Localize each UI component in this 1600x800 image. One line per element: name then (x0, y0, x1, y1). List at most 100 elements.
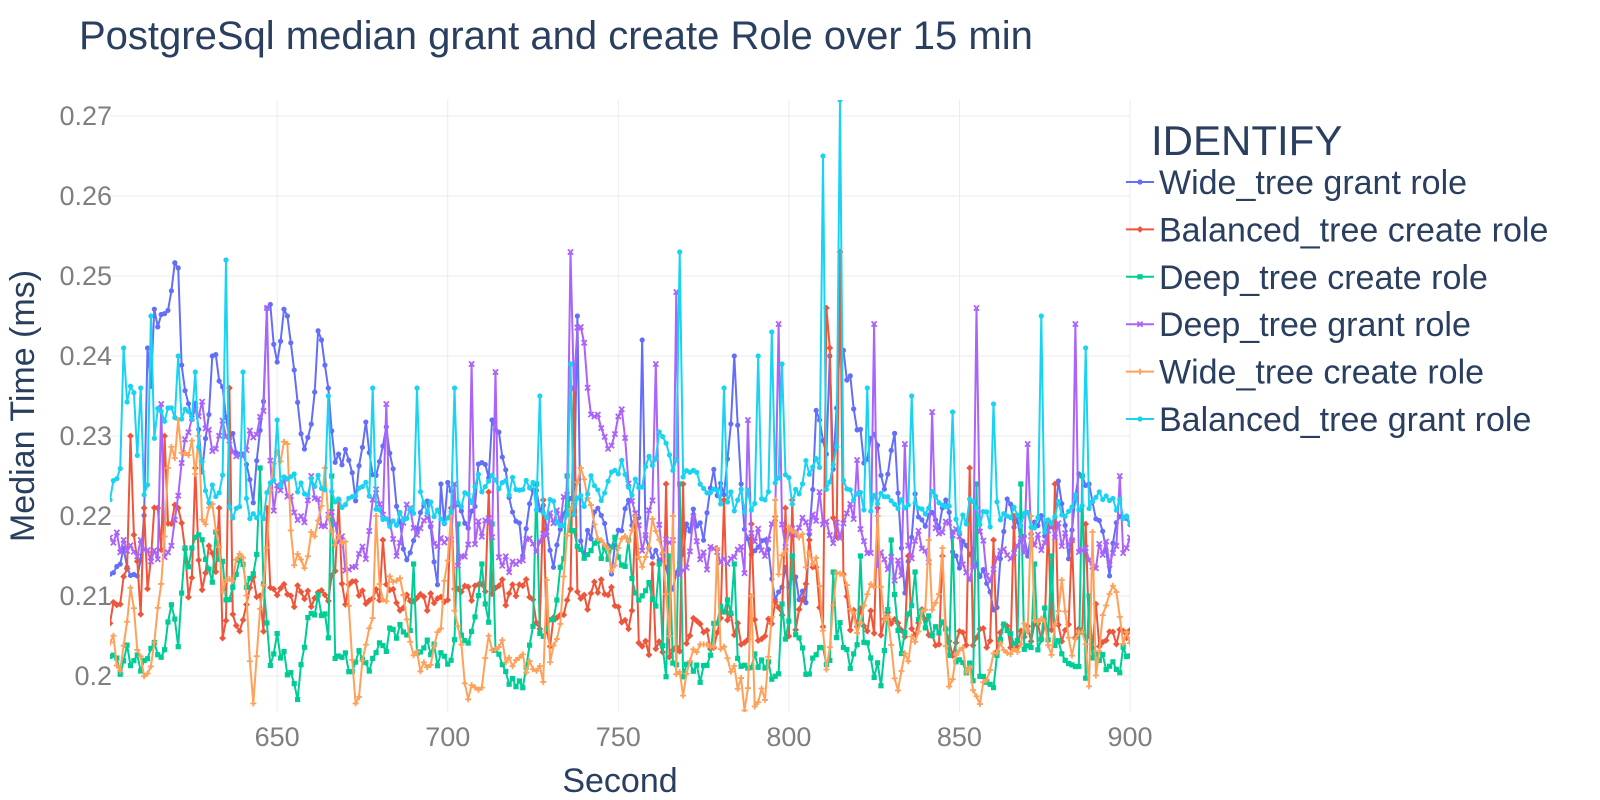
data-point (359, 484, 366, 490)
data-point (932, 624, 939, 630)
data-point (670, 660, 676, 666)
data-point (772, 480, 778, 486)
legend-items[interactable]: Wide_tree grant role Balanced_tree create… (1126, 164, 1548, 439)
data-point (578, 492, 584, 499)
data-point (895, 687, 902, 694)
data-point (131, 390, 137, 396)
data-point (537, 393, 543, 399)
data-point (686, 632, 694, 640)
data-point (1100, 496, 1106, 503)
legend-title: IDENTIFY (1151, 117, 1342, 164)
data-point (154, 504, 162, 512)
data-point (1038, 636, 1044, 642)
data-point (403, 591, 411, 599)
data-point (673, 457, 679, 463)
data-point (1076, 663, 1082, 670)
data-point (188, 437, 195, 444)
legend-item[interactable]: Wide_tree create role (1126, 354, 1484, 392)
data-point (1079, 629, 1086, 636)
data-point (127, 663, 134, 669)
data-point (181, 436, 189, 443)
data-point (321, 523, 329, 530)
data-point (355, 550, 363, 558)
data-point (853, 456, 861, 464)
data-point (123, 565, 131, 573)
data-point (353, 498, 359, 504)
data-point (922, 523, 928, 529)
data-point (124, 618, 131, 625)
data-point (829, 540, 837, 547)
data-point (601, 433, 608, 441)
data-point (553, 636, 560, 643)
data-point (1010, 549, 1018, 557)
data-point (1017, 641, 1024, 648)
data-point (973, 304, 980, 312)
data-point (591, 521, 598, 528)
data-point (123, 547, 131, 554)
legend-item[interactable]: Deep_tree grant role (1126, 306, 1471, 344)
data-point (423, 607, 431, 614)
data-point (233, 571, 239, 577)
data-point (683, 670, 690, 677)
data-point (833, 519, 840, 526)
data-point (769, 676, 775, 682)
data-point (488, 533, 496, 541)
data-point (564, 532, 571, 539)
data-point (1106, 590, 1113, 597)
legend-item[interactable]: Balanced_tree grant role (1126, 401, 1531, 439)
data-point (642, 553, 649, 560)
data-point (308, 476, 314, 482)
data-point (629, 575, 635, 582)
data-point (908, 555, 915, 562)
data-point (1089, 498, 1096, 504)
legend-item[interactable]: Deep_tree create role (1126, 259, 1488, 297)
data-point (1001, 621, 1007, 627)
data-point (516, 678, 522, 684)
data-point (431, 559, 437, 565)
data-point (646, 453, 652, 459)
data-point (768, 613, 775, 620)
data-point (915, 616, 922, 623)
data-point (287, 592, 295, 600)
data-point (584, 384, 591, 391)
data-point (718, 501, 724, 507)
data-point (465, 640, 471, 646)
data-point (445, 661, 451, 667)
data-point (860, 602, 867, 609)
data-point (407, 550, 413, 556)
data-point (413, 531, 421, 539)
data-point (557, 564, 563, 570)
data-point (352, 578, 360, 585)
data-point (660, 433, 666, 440)
data-point (1085, 557, 1093, 564)
data-point (731, 553, 738, 561)
legend-swatch-marker (1136, 320, 1144, 328)
data-point (622, 506, 628, 512)
data-point (519, 557, 527, 564)
legend[interactable]: IDENTIFY Wide_tree grant role Balanced_tr… (1126, 117, 1548, 439)
data-point (696, 620, 704, 628)
data-point (390, 578, 397, 585)
data-point (1021, 646, 1027, 652)
data-point (397, 622, 403, 628)
data-point (574, 313, 580, 319)
legend-label: Balanced_tree create role (1159, 211, 1548, 249)
legend-item[interactable]: Wide_tree grant role (1126, 164, 1467, 202)
data-point (1120, 640, 1127, 647)
data-point (1011, 641, 1017, 647)
legend-item[interactable]: Balanced_tree create role (1126, 211, 1548, 249)
data-point (441, 520, 447, 526)
data-point (761, 632, 769, 640)
data-point (353, 493, 359, 499)
data-point (819, 627, 826, 634)
data-point (847, 665, 853, 671)
data-point (847, 500, 854, 508)
data-point (206, 411, 212, 418)
data-point (830, 602, 837, 609)
data-point (1021, 549, 1028, 556)
data-point (721, 492, 727, 498)
data-point (615, 544, 622, 551)
data-point (625, 625, 632, 633)
data-point (1076, 507, 1082, 513)
data-point (284, 441, 291, 447)
